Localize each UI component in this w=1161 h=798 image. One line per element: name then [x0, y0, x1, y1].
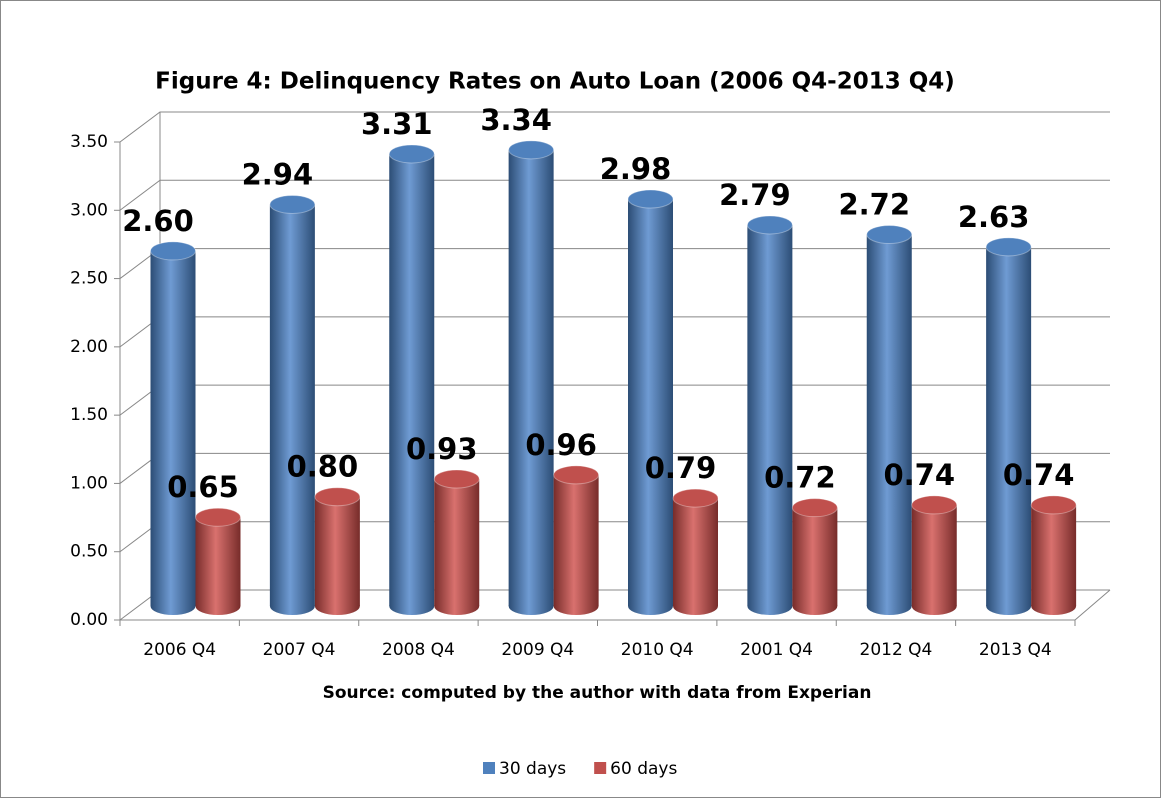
bar-cap	[269, 194, 316, 214]
chart-title: Figure 4: Delinquency Rates on Auto Loan…	[155, 69, 955, 95]
value-label: 2.98	[600, 152, 672, 186]
bar	[1031, 504, 1077, 606]
x-tick-label: 2013 Q4	[979, 640, 1052, 660]
bar-cap	[746, 215, 793, 235]
y-tick-label: 0.50	[70, 542, 108, 562]
bar	[673, 498, 718, 606]
bar	[911, 504, 957, 606]
y-tick-label: 2.50	[70, 269, 108, 289]
y-tick-label: 2.00	[70, 337, 108, 357]
x-tick-label: 2010 Q4	[621, 640, 694, 660]
value-label: 2.63	[958, 200, 1030, 234]
bar-cap	[433, 469, 480, 489]
bar	[508, 149, 554, 606]
value-label: 3.31	[361, 107, 433, 141]
value-label: 0.72	[764, 461, 836, 495]
bar-cap	[791, 498, 838, 518]
bar	[747, 224, 793, 607]
bar-cap	[553, 465, 600, 485]
y-tick-label: 1.00	[70, 473, 108, 493]
legend-swatch	[594, 762, 607, 774]
value-label: 2.60	[122, 204, 194, 238]
value-label: 0.74	[1003, 458, 1075, 492]
bar	[792, 507, 838, 606]
bar	[269, 204, 315, 607]
bar-cap	[195, 507, 241, 527]
value-label: 2.94	[242, 157, 314, 191]
x-tick-label: 2012 Q4	[860, 640, 933, 660]
bar-cap	[1030, 495, 1077, 515]
x-tick-label: 2007 Q4	[263, 640, 336, 660]
bar-cap	[627, 189, 674, 209]
bar	[986, 246, 1032, 606]
value-label: 2.72	[838, 188, 910, 222]
legend-swatch	[483, 762, 495, 774]
bar-cap	[866, 225, 913, 245]
value-label: 0.74	[883, 458, 955, 492]
value-label: 2.79	[719, 178, 791, 212]
y-tick-label: 3.50	[70, 132, 108, 152]
value-label: 0.65	[167, 470, 239, 504]
bar	[150, 250, 196, 606]
bar	[866, 234, 912, 607]
bar	[434, 478, 480, 606]
x-tick-label: 2009 Q4	[501, 640, 574, 660]
y-tick-label: 1.50	[70, 405, 108, 425]
y-tick-label: 3.00	[70, 200, 108, 220]
value-label: 3.34	[480, 103, 552, 137]
bar	[628, 199, 673, 606]
bar-cap	[314, 487, 361, 507]
bar-cap	[911, 495, 958, 515]
bar-cap	[150, 241, 196, 261]
grid-line	[119, 179, 1110, 211]
y-tick-label: 0.00	[70, 610, 108, 630]
x-tick-label: 2006 Q4	[143, 640, 216, 660]
bar-cap	[508, 140, 555, 160]
bar-cap	[388, 144, 435, 164]
bar	[314, 496, 360, 606]
value-label: 0.80	[287, 450, 359, 484]
bar-cap	[985, 237, 1032, 257]
x-tick-label: 2001 Q4	[740, 640, 813, 660]
bar	[195, 517, 241, 606]
bar-cap	[672, 488, 719, 508]
value-label: 0.96	[525, 428, 597, 462]
bar	[553, 474, 599, 606]
bar	[389, 153, 435, 606]
legend-label: 30 days	[499, 759, 566, 779]
value-label: 0.93	[406, 432, 478, 466]
value-label: 0.79	[645, 451, 717, 485]
grid-line	[119, 111, 1110, 143]
x-axis-label: Source: computed by the author with data…	[323, 683, 872, 703]
x-tick-label: 2008 Q4	[382, 640, 455, 660]
legend-label: 60 days	[610, 759, 677, 779]
